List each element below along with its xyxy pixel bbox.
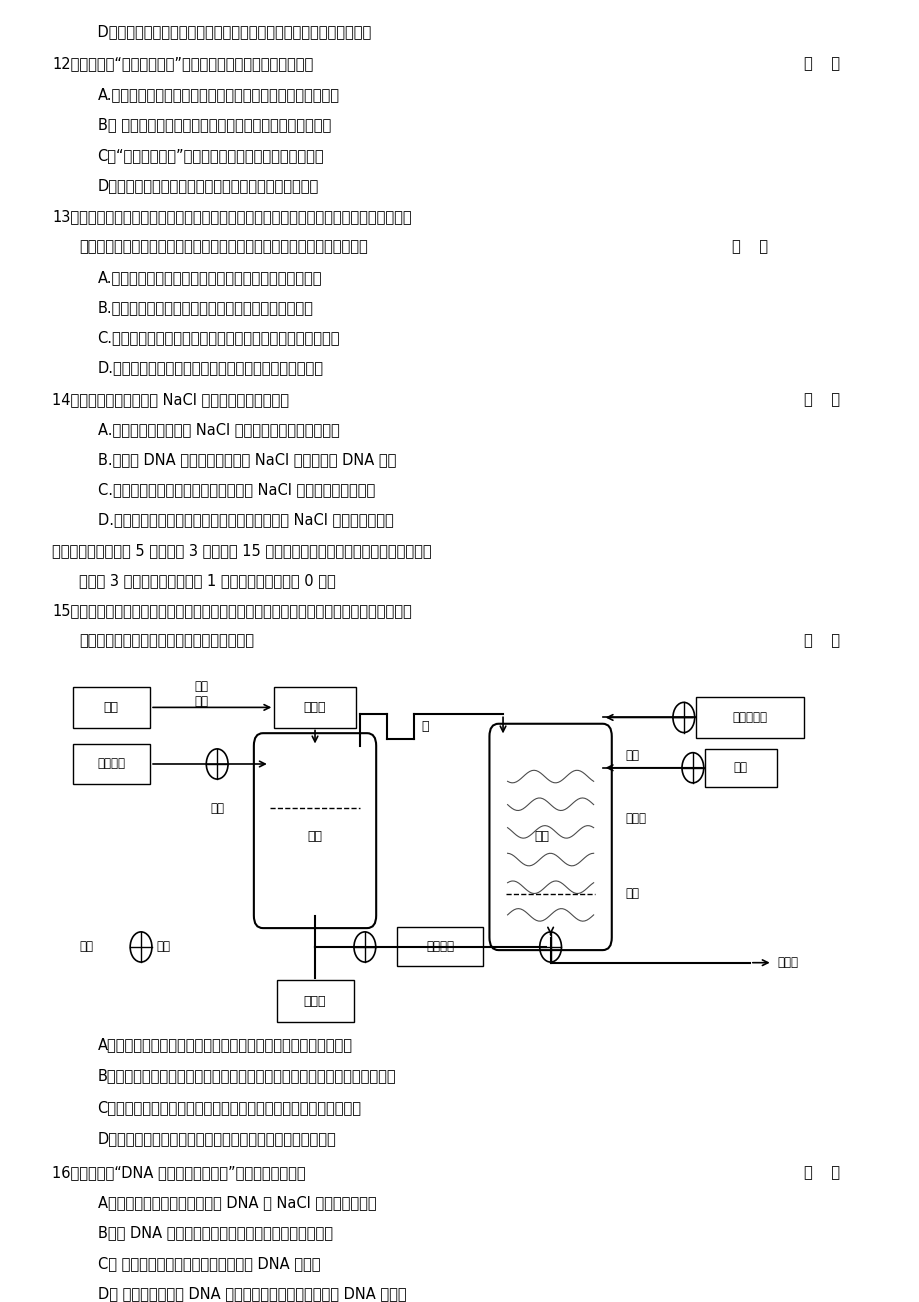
Text: 酵母菌液: 酵母菌液 [97, 758, 125, 771]
Text: D．甲、乙罐的发酵开始时间不同，甲罐的发酵时间早于乙罐: D．甲、乙罐的发酵开始时间不同，甲罐的发酵时间早于乙罐 [97, 1131, 336, 1146]
Text: 12、下列有关“设计试管婴儿”技术及安全伦理的叙述，错误的是: 12、下列有关“设计试管婴儿”技术及安全伦理的叙述，错误的是 [52, 56, 313, 72]
Text: 刚木花: 刚木花 [625, 811, 646, 824]
Text: 过滤: 过滤 [195, 694, 209, 707]
FancyBboxPatch shape [254, 733, 376, 928]
FancyBboxPatch shape [397, 927, 482, 966]
Text: 滤网: 滤网 [625, 887, 639, 900]
Text: D．外植体接种前常进行流水冲洗、酒精处理、消毒液处理等消毒措施: D．外植体接种前常进行流水冲洗、酒精处理、消毒液处理等消毒措施 [79, 25, 371, 39]
Text: 阀门: 阀门 [156, 940, 170, 953]
Text: B.细胞质环流有利于细胞内物质的运输和细胞器的移动: B.细胞质环流有利于细胞内物质的运输和细胞器的移动 [97, 299, 313, 315]
Text: A.显微镜下观察到的细胞质环流方向与实际环流方向相反: A.显微镜下观察到的细胞质环流方向与实际环流方向相反 [97, 270, 322, 285]
FancyBboxPatch shape [695, 697, 803, 738]
Text: （    ）: （ ） [803, 1165, 839, 1180]
FancyBboxPatch shape [489, 724, 611, 950]
Text: （    ）: （ ） [803, 633, 839, 648]
Text: B．甲罐顶上管道弯曲及加水的目的是防止空气、杂菌进入，以及排气减压等: B．甲罐顶上管道弯曲及加水的目的是防止空气、杂菌进入，以及排气减压等 [97, 1069, 396, 1083]
Text: A.腔乳制作时，每层用 NaCl 量相同，瓶口适量多加一些: A.腔乳制作时，每层用 NaCl 量相同，瓶口适量多加一些 [97, 422, 339, 437]
Text: C.牛肉膏蛋白胨培养基中，加入高浓度 NaCl 可用于筛选耐盐细菌: C.牛肉膏蛋白胨培养基中，加入高浓度 NaCl 可用于筛选耐盐细菌 [97, 482, 374, 497]
Text: 制，其基本工艺流程如下，下列说法正确的是: 制，其基本工艺流程如下，下列说法正确的是 [79, 633, 255, 648]
Text: 苹果酒: 苹果酒 [303, 995, 326, 1008]
FancyBboxPatch shape [277, 980, 353, 1022]
Text: （    ）: （ ） [803, 56, 839, 72]
Text: C．乙罐中刚木花既有利于发酵菌的附着，又能为其提供一定的碳源: C．乙罐中刚木花既有利于发酵菌的附着，又能为其提供一定的碳源 [97, 1100, 361, 1115]
Text: D． 用酒精进行提纯 DNA 是因为蛋白质不溶于酒精，而 DNA 可溶解: D． 用酒精进行提纯 DNA 是因为蛋白质不溶于酒精，而 DNA 可溶解 [97, 1286, 406, 1301]
Text: B． 可利用设计试管婴儿技术提供骨髄造血干细胞治病救人: B． 可利用设计试管婴儿技术提供骨髄造血干细胞治病救人 [97, 117, 331, 133]
Text: C．“设计试管婴儿”形成的早期胚胎可直接植入母体孕育: C．“设计试管婴儿”形成的早期胚胎可直接植入母体孕育 [97, 148, 323, 163]
FancyBboxPatch shape [73, 686, 150, 728]
Text: B.在进行 DNA 粗提取过程中加入 NaCl 的目的是使 DNA 析出: B.在进行 DNA 粗提取过程中加入 NaCl 的目的是使 DNA 析出 [97, 452, 395, 467]
Text: 二、多项选择题：共 5 题，每题 3 分，共计 15 分。每题有不止一个选项符合题意。每题选: 二、多项选择题：共 5 题，每题 3 分，共计 15 分。每题有不止一个选项符合… [52, 543, 431, 557]
Text: B．将 DNA 丝状物放入二苯胺试剂中永水浴后冷却变蓝: B．将 DNA 丝状物放入二苯胺试剂中永水浴后冷却变蓝 [97, 1225, 332, 1241]
Text: D.用刚果红染色剂筛选纤维素分解菌时，加入的 NaCl 可促进菌落显色: D.用刚果红染色剂筛选纤维素分解菌时，加入的 NaCl 可促进菌落显色 [97, 513, 393, 527]
Text: 16、下列关于“DNA 粗提取与鉴定实验”的叙述，错误的是: 16、下列关于“DNA 粗提取与鉴定实验”的叙述，错误的是 [52, 1165, 305, 1180]
Text: A.注射激素促进排卵，实现多胚移植可提高试管婴儿的成功率: A.注射激素促进排卵，实现多胚移植可提高试管婴儿的成功率 [97, 87, 339, 103]
FancyBboxPatch shape [73, 743, 150, 784]
Text: 气体: 气体 [733, 762, 747, 775]
Text: （    ）: （ ） [803, 392, 839, 406]
Text: 喷头: 喷头 [625, 749, 639, 762]
Text: 压榨: 压榨 [195, 680, 209, 693]
Text: 对者得 3 分，选对但不全的得 1 分，错选或不答的得 0 分。: 对者得 3 分，选对但不全的得 1 分，错选或不答的得 0 分。 [79, 573, 335, 589]
Text: 14、下列中学实验中有关 NaCl 使用的叙述，正确的是: 14、下列中学实验中有关 NaCl 使用的叙述，正确的是 [52, 392, 289, 406]
Text: 液面: 液面 [210, 802, 224, 815]
Text: 甲罐: 甲罐 [307, 831, 323, 844]
Text: 苹果: 苹果 [104, 700, 119, 713]
Text: 苹果汁: 苹果汁 [303, 700, 326, 713]
Text: D．不符合遗传要求的胚胎如何处理会引起道德伦理之争: D．不符合遗传要求的胚胎如何处理会引起道德伦理之争 [97, 178, 319, 193]
Text: C.观察黑藻叶片的细胞质环流时，应以液泡的运动作为参照物: C.观察黑藻叶片的细胞质环流时，应以液泡的运动作为参照物 [97, 331, 340, 345]
Text: 13、在液泡发达的植物细胞中，细胞质成薄层沿着细胞膜以一定的速度和方向循环流动。这: 13、在液泡发达的植物细胞中，细胞质成薄层沿着细胞膜以一定的速度和方向循环流动。… [52, 210, 412, 224]
Text: 苹果醋: 苹果醋 [777, 956, 798, 969]
Text: D.同一植物的衰老细胞和幼嫩细胞细胞质环流的速度相同: D.同一植物的衰老细胞和幼嫩细胞细胞质环流的速度相同 [97, 361, 323, 375]
Text: C． 常温下菜花匀浆中某些酶类会影响 DNA 的提取: C． 常温下菜花匀浆中某些酶类会影响 DNA 的提取 [97, 1255, 320, 1271]
FancyBboxPatch shape [274, 686, 356, 728]
Text: 无菌空气: 无菌空气 [425, 940, 454, 953]
Text: 乙罐: 乙罐 [533, 831, 549, 844]
Text: A．甲罐中的微生物所需的最适温度高于乙罐中微生物的最适温度: A．甲罐中的微生物所需的最适温度高于乙罐中微生物的最适温度 [97, 1036, 352, 1052]
Text: 15、苹果是我国北方地方常见的水果，为对其进行深加工，某厂进行了苹果酒和苹果醋的研: 15、苹果是我国北方地方常见的水果，为对其进行深加工，某厂进行了苹果酒和苹果醋的… [52, 603, 412, 618]
Text: 水: 水 [421, 720, 428, 733]
Text: 注：: 注： [79, 940, 94, 953]
FancyBboxPatch shape [704, 749, 777, 786]
Text: （    ）: （ ） [731, 240, 767, 255]
Text: 含菌培养液: 含菌培养液 [732, 711, 766, 724]
Text: A．洗涤剂能瓦解细胞膜并增加 DNA 在 NaCl 溶液中的溶解度: A．洗涤剂能瓦解细胞膜并增加 DNA 在 NaCl 溶液中的溶解度 [97, 1195, 376, 1211]
Text: 种不断地循环流动称为细胞质环流。下列关于细胞质环流的叙述，正确的是: 种不断地循环流动称为细胞质环流。下列关于细胞质环流的叙述，正确的是 [79, 240, 368, 255]
